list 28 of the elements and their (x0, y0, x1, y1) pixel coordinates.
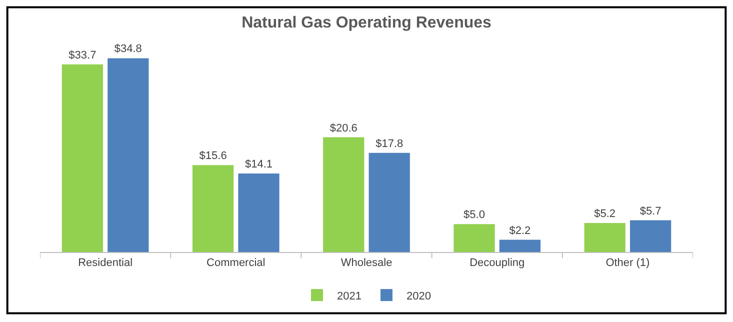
bar (630, 220, 672, 252)
x-tick-label: Commercial (206, 257, 266, 270)
x-tick-label: Wholesale (340, 257, 392, 270)
bar (192, 165, 234, 252)
x-tick-label: Decoupling (470, 257, 525, 270)
x-tick-label: Residential (78, 257, 133, 270)
bar (368, 152, 410, 252)
bar (323, 137, 364, 252)
data-label: $17.8 (376, 138, 404, 150)
chart-title: Natural Gas Operating Revenues (242, 14, 492, 32)
bar (238, 173, 280, 252)
legend-label: 2021 (337, 290, 362, 302)
data-label: $34.8 (114, 43, 142, 56)
data-label: $33.7 (68, 49, 96, 62)
data-label: $5.7 (640, 205, 662, 218)
data-label: $5.2 (594, 208, 616, 220)
data-label: $14.1 (244, 158, 273, 170)
data-label: $15.6 (199, 150, 227, 162)
bar (499, 240, 541, 252)
data-label: $20.6 (330, 122, 358, 134)
x-tick-label: Other (1) (606, 257, 650, 270)
bar (62, 64, 104, 252)
bar (454, 224, 495, 252)
data-label: $2.2 (509, 224, 531, 237)
legend-label: 2020 (406, 290, 431, 302)
data-label: $5.0 (464, 209, 485, 222)
bar (108, 58, 149, 252)
bar (584, 223, 626, 252)
